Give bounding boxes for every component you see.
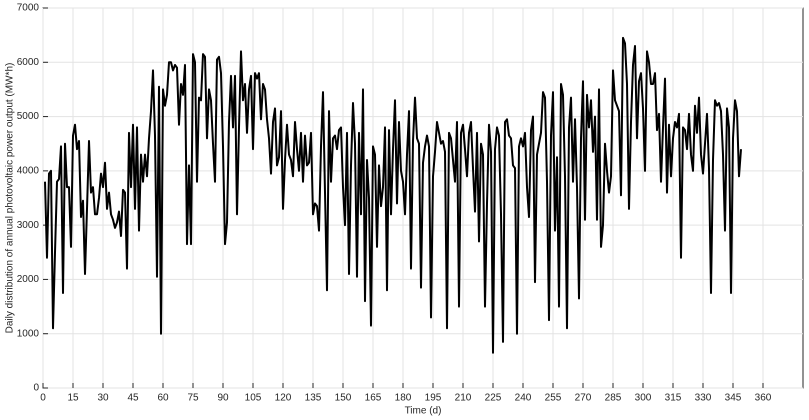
y-tick-label: 6000 <box>17 57 40 68</box>
x-tick-label: 315 <box>665 393 682 404</box>
x-tick-label: 15 <box>67 393 79 404</box>
x-tick-label: 165 <box>365 393 382 404</box>
y-tick-label: 2000 <box>17 274 40 285</box>
x-tick-label: 270 <box>575 393 592 404</box>
x-tick-label: 0 <box>40 393 46 404</box>
x-tick-label: 210 <box>455 393 472 404</box>
x-tick-label: 240 <box>515 393 532 404</box>
x-tick-label: 30 <box>97 393 109 404</box>
x-tick-label: 60 <box>157 393 169 404</box>
y-axis-label: Daily distribution of annual photovoltai… <box>5 63 16 334</box>
x-tick-label: 150 <box>335 393 352 404</box>
data-line <box>44 36 742 354</box>
x-tick-label: 105 <box>245 393 262 404</box>
x-tick-label: 90 <box>217 393 229 404</box>
x-tick-label: 45 <box>127 393 139 404</box>
x-tick-label: 195 <box>425 393 442 404</box>
x-tick-label: 120 <box>275 393 292 404</box>
x-tick-label: 345 <box>725 393 742 404</box>
y-tick-label: 3000 <box>17 220 40 231</box>
y-tick-label: 4000 <box>17 165 40 176</box>
x-tick-label: 300 <box>635 393 652 404</box>
y-tick-label: 7000 <box>17 3 40 14</box>
x-tick-label: 255 <box>545 393 562 404</box>
x-tick-label: 75 <box>187 393 199 404</box>
x-tick-label: 330 <box>695 393 712 404</box>
y-tick-label: 5000 <box>17 111 40 122</box>
y-tick-label: 0 <box>33 383 39 394</box>
x-axis-label: Time (d) <box>405 406 442 417</box>
x-tick-label: 135 <box>305 393 322 404</box>
x-tick-label: 360 <box>755 393 772 404</box>
y-tick-label: 1000 <box>17 328 40 339</box>
x-tick-label: 225 <box>485 393 502 404</box>
x-tick-label: 180 <box>395 393 412 404</box>
x-tick-label: 285 <box>605 393 622 404</box>
